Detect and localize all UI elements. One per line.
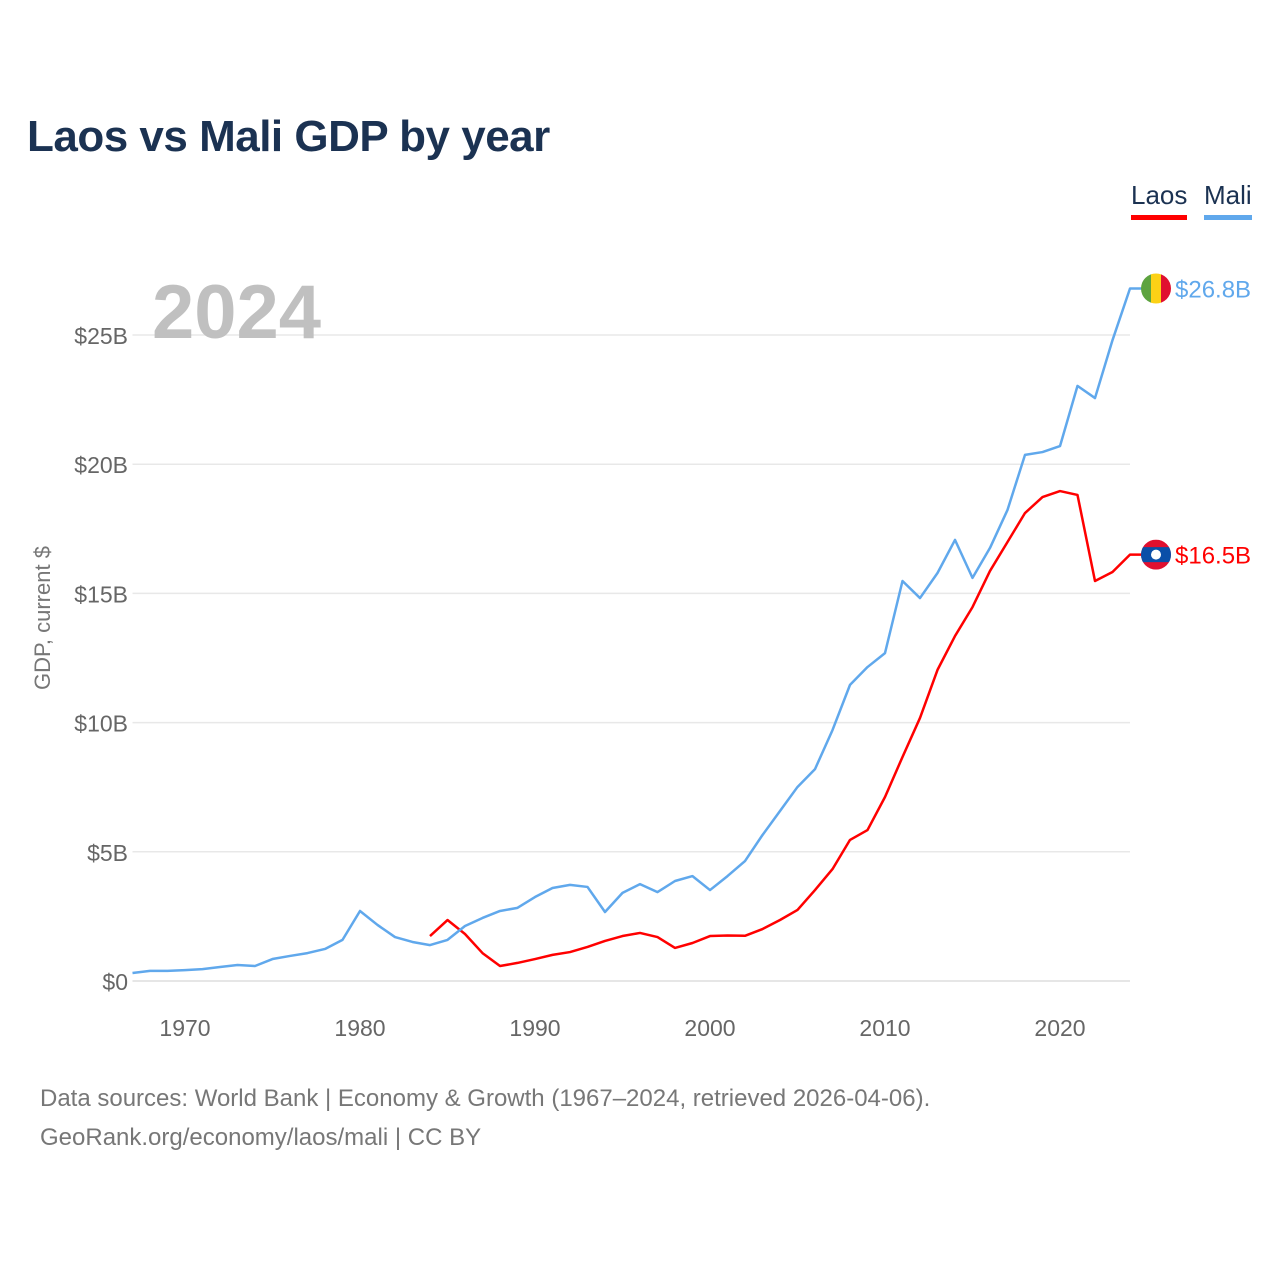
source-url: GeoRank.org/economy/laos/mali | CC BY — [40, 1124, 482, 1151]
series-line-mali — [132, 287, 1142, 975]
y-axis-label: GDP, current $ — [30, 546, 55, 690]
x-tick-label: 2010 — [859, 1015, 910, 1041]
x-tick-label: 1990 — [509, 1015, 560, 1041]
flag-stripe — [1161, 273, 1171, 304]
y-tick-label: $10B — [74, 711, 128, 737]
flag-mali-icon — [1141, 273, 1171, 304]
x-tick-label: 2020 — [1034, 1015, 1085, 1041]
legend-item-laos[interactable]: Laos — [1131, 180, 1188, 220]
series-line-laos — [429, 489, 1142, 968]
flag-laos-icon — [1141, 539, 1171, 570]
x-tick-label: 1980 — [334, 1015, 385, 1041]
x-tick-label: 1970 — [159, 1015, 210, 1041]
flag-disc — [1151, 549, 1161, 560]
y-tick-label: $20B — [74, 452, 128, 478]
chart-title: Laos vs Mali GDP by year — [27, 112, 550, 161]
source-note: Data sources: World Bank | Economy & Gro… — [40, 1085, 931, 1112]
legend-item-mali[interactable]: Mali — [1204, 180, 1252, 220]
year-watermark: 2024 — [152, 270, 321, 355]
end-value-label-mali: $26.8B — [1175, 276, 1251, 303]
y-tick-label: $5B — [87, 840, 128, 866]
y-tick-label: $0 — [102, 969, 128, 995]
flag-stripe — [1151, 273, 1162, 304]
x-tick-label: 2000 — [684, 1015, 735, 1041]
flag-stripe — [1141, 273, 1152, 304]
y-tick-label: $15B — [74, 581, 128, 607]
end-value-label-laos: $16.5B — [1175, 543, 1251, 570]
y-tick-label: $25B — [74, 323, 128, 349]
